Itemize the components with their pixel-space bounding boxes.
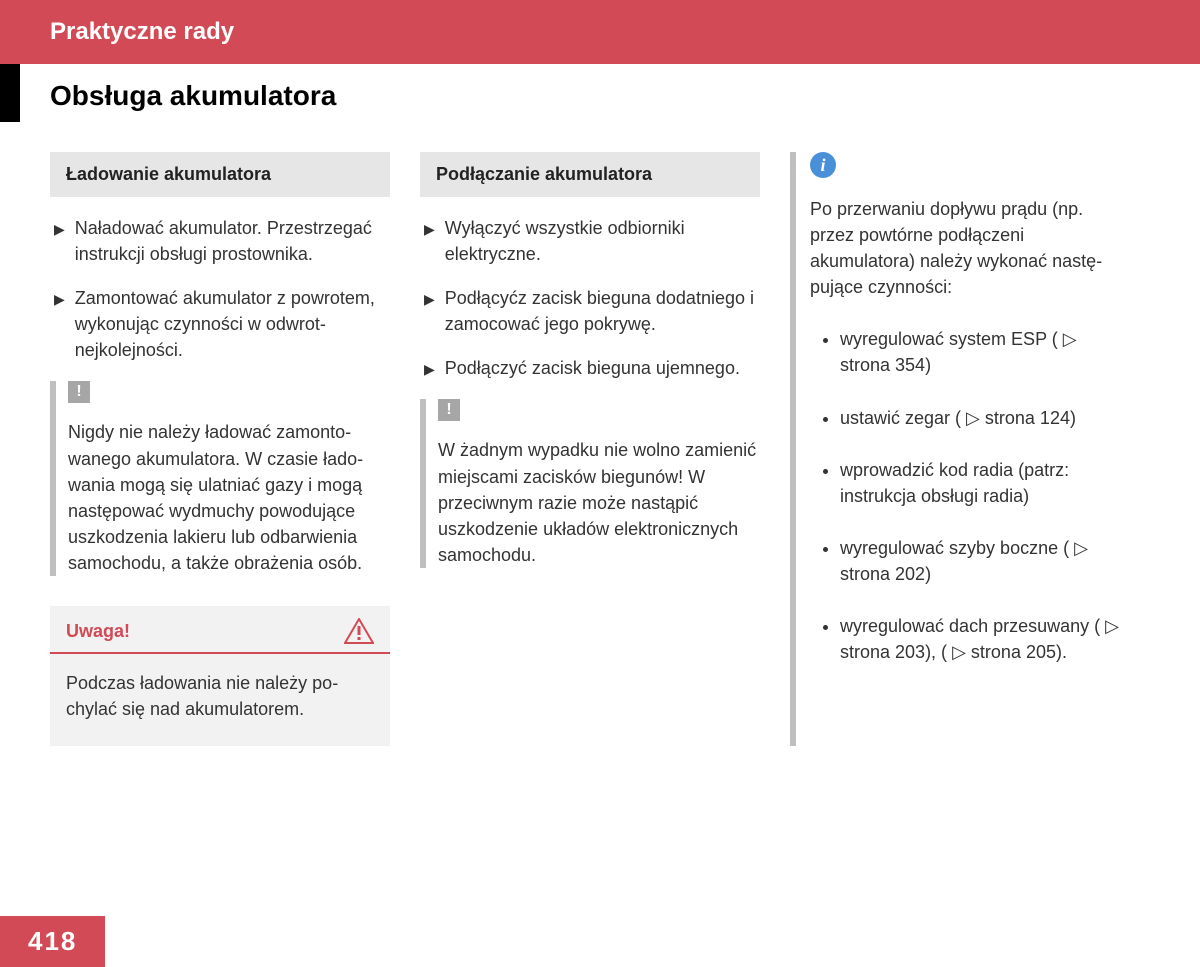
ref-arrow-icon: ▷ <box>1063 326 1077 352</box>
item-text: ustawić zegar ( <box>840 408 966 428</box>
col1-notice: ! Nigdy nie należy ładować zamonto­waneg… <box>50 381 390 576</box>
warning-header: Uwaga! <box>50 606 390 654</box>
item-text: wprowadzić kod radia (patrz: instrukcja … <box>840 460 1069 506</box>
col2-step-text: Podłączyć zacisk bieguna ujemnego. <box>445 355 740 381</box>
warning-triangle-icon <box>344 618 374 644</box>
col1-heading: Ładowanie akumulatora <box>50 152 390 197</box>
info-icon: i <box>810 152 836 178</box>
chapter-header: Praktyczne rady <box>0 0 1200 64</box>
col1-step: ▶ Zamontować akumulator z powro­tem, wyk… <box>50 267 390 363</box>
col3-item: ustawić zegar ( ▷ strona 124) <box>840 405 1130 431</box>
step-triangle-icon: ▶ <box>424 359 435 381</box>
col3-list: wyregulować system ESP ( ▷ strona 354) u… <box>810 326 1130 665</box>
item-text: wyregulować szyby boczne ( <box>840 538 1074 558</box>
side-tab <box>0 64 20 122</box>
item-ref: strona 205 <box>971 642 1056 662</box>
warning-box: Uwaga! Podczas ładowania nie należy po­c… <box>50 606 390 746</box>
col3-item: wyregulować dach przesuwany ( ▷ strona 2… <box>840 613 1130 665</box>
step-triangle-icon: ▶ <box>54 219 65 267</box>
warning-title: Uwaga! <box>66 621 130 642</box>
col2-heading: Podłączanie akumulatora <box>420 152 760 197</box>
column-2: Podłączanie akumulatora ▶ Wyłączyć wszys… <box>420 152 760 746</box>
item-ref: strona 124 <box>985 408 1070 428</box>
page-number: 418 <box>0 916 105 967</box>
item-text: ). <box>1056 642 1067 662</box>
ref-arrow-icon: ▷ <box>966 405 980 431</box>
ref-arrow-icon: ▷ <box>1074 535 1088 561</box>
item-text: wyregulować dach przesuwany ( <box>840 616 1105 636</box>
column-1: Ładowanie akumulatora ▶ Naładować akumul… <box>50 152 390 746</box>
col2-step: ▶ Wyłączyć wszystkie odbiorniki elektryc… <box>420 197 760 267</box>
step-triangle-icon: ▶ <box>424 289 435 337</box>
col2-step: ▶ Podłącyćz zacisk bieguna dodatnie­go i… <box>420 267 760 337</box>
step-triangle-icon: ▶ <box>424 219 435 267</box>
col2-step-text: Podłącyćz zacisk bieguna dodatnie­go i z… <box>445 285 756 337</box>
item-ref: strona 354 <box>840 355 925 375</box>
item-text: ) <box>925 355 931 375</box>
col2-notice: ! W żadnym wypadku nie wolno zamie­nić m… <box>420 399 760 567</box>
col3-item: wyregulować system ESP ( ▷ strona 354) <box>840 326 1130 378</box>
content-grid: Ładowanie akumulatora ▶ Naładować akumul… <box>0 112 1200 746</box>
chapter-title: Praktyczne rady <box>50 18 234 46</box>
col3-item: wyregulować szyby boczne ( ▷ strona 202) <box>840 535 1130 587</box>
col2-step: ▶ Podłączyć zacisk bieguna ujemnego. <box>420 337 760 381</box>
item-text: ) <box>1070 408 1076 428</box>
col1-step-text: Naładować akumulator. Przestrzegać instr… <box>75 215 386 267</box>
warning-body: Podczas ładowania nie należy po­chylać s… <box>50 654 390 746</box>
col2-notice-text: W żadnym wypadku nie wolno zamie­nić mie… <box>438 421 760 567</box>
ref-arrow-icon: ▷ <box>1105 613 1119 639</box>
step-triangle-icon: ▶ <box>54 289 65 363</box>
ref-arrow-icon: ▷ <box>952 639 966 665</box>
col1-notice-text: Nigdy nie należy ładować zamonto­wanego … <box>68 403 390 576</box>
col3-intro: Po przerwaniu dopływu prądu (np. przez p… <box>810 196 1130 300</box>
page-title: Obsługa akumulatora <box>0 64 1200 112</box>
exclamation-icon: ! <box>438 399 460 421</box>
item-text: wyregulować system ESP ( <box>840 329 1063 349</box>
col1-step: ▶ Naładować akumulator. Przestrzegać ins… <box>50 197 390 267</box>
item-ref: strona 202 <box>840 564 925 584</box>
item-text: ) <box>925 564 931 584</box>
exclamation-icon: ! <box>68 381 90 403</box>
col2-step-text: Wyłączyć wszystkie odbiorniki elektryczn… <box>445 215 756 267</box>
item-text: ), ( <box>925 642 952 662</box>
column-3: i Po przerwaniu dopływu prądu (np. przez… <box>790 152 1130 746</box>
item-ref: strona 203 <box>840 642 925 662</box>
col1-step-text: Zamontować akumulator z powro­tem, wykon… <box>75 285 386 363</box>
col3-item: wprowadzić kod radia (patrz: instrukcja … <box>840 457 1130 509</box>
